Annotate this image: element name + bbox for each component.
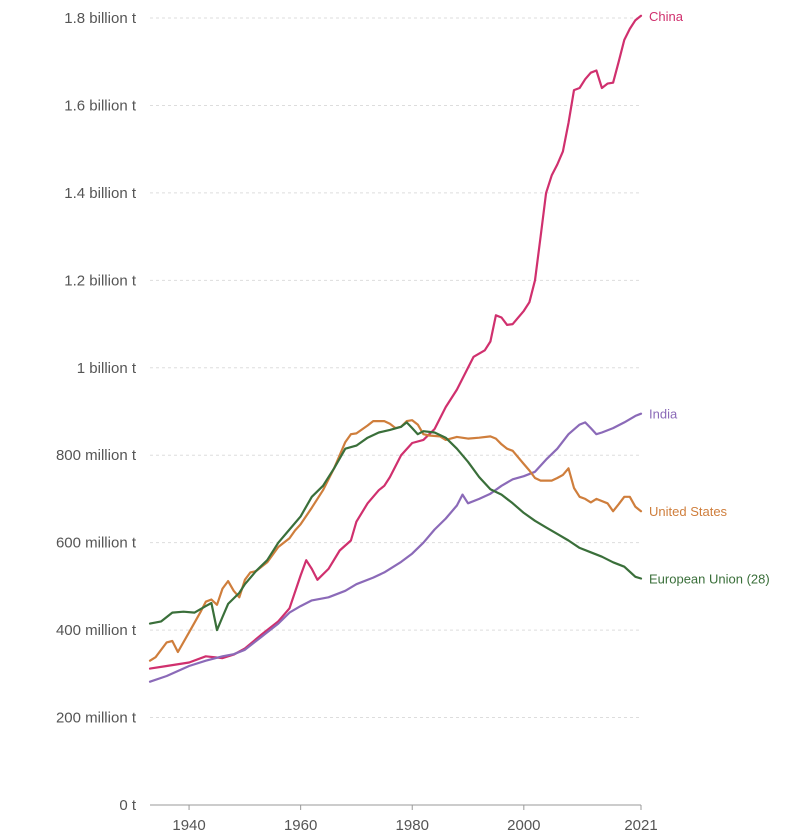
gridlines <box>150 17 641 719</box>
series-label-china: China <box>649 9 684 24</box>
y-tick-label: 1 billion t <box>77 360 137 377</box>
series-label-european-union-28: European Union (28) <box>649 572 770 587</box>
x-tick-label: 1960 <box>284 817 317 833</box>
x-tick-label: 1940 <box>172 817 205 833</box>
series-label-india: India <box>649 407 678 422</box>
series-lines <box>148 14 643 683</box>
series-line-india <box>148 412 643 683</box>
y-tick-label: 400 million t <box>56 622 137 639</box>
x-tick-label: 1980 <box>396 817 429 833</box>
series-line-china <box>148 14 643 670</box>
x-tick-label: 2000 <box>507 817 540 833</box>
y-tick-label: 800 million t <box>56 447 137 464</box>
y-tick-label: 200 million t <box>56 710 137 727</box>
series-line-european-union-28 <box>148 421 643 632</box>
series-line-united-states <box>148 419 643 662</box>
series-labels: China India United States European Union (2… <box>649 9 770 587</box>
x-axis-tick-labels: 1940 1960 1980 2000 2021 <box>172 817 657 833</box>
x-tick-label: 2021 <box>624 817 657 833</box>
y-tick-label: 600 million t <box>56 535 137 552</box>
y-tick-label: 0 t <box>119 797 137 814</box>
y-axis-tick-labels: 0 t 200 million t 400 million t 600 million… <box>56 10 137 814</box>
y-tick-label: 1.8 billion t <box>64 10 137 27</box>
series-label-united-states: United States <box>649 504 728 519</box>
y-tick-label: 1.2 billion t <box>64 272 137 289</box>
y-tick-label: 1.6 billion t <box>64 97 137 114</box>
x-axis <box>150 804 642 810</box>
y-tick-label: 1.4 billion t <box>64 185 137 202</box>
